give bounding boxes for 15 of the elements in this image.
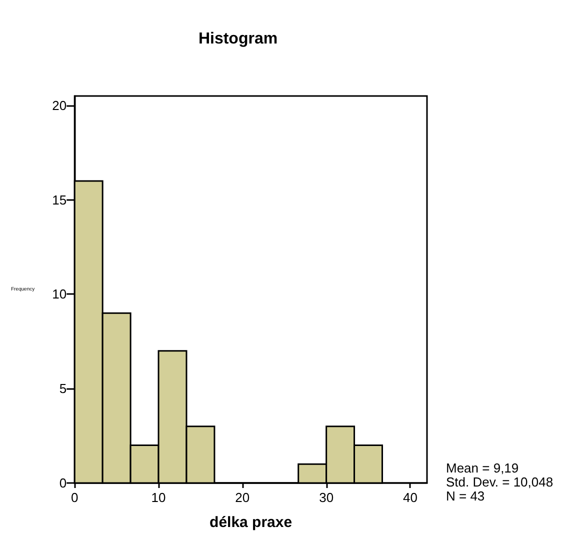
y-tick-label: 0	[59, 476, 67, 490]
x-tick-label: 30	[319, 490, 334, 505]
x-tick-label: 20	[235, 490, 250, 505]
x-tick-label: 0	[71, 490, 78, 505]
y-tick-label: 20	[52, 98, 67, 113]
y-tick-label: 15	[52, 192, 67, 208]
text: Std. Dev. = 10,048	[446, 474, 554, 490]
x-tick-label: 10	[151, 490, 166, 505]
y-tick-label: 10	[52, 286, 67, 302]
text: N = 43	[446, 488, 485, 504]
text: Mean = 9,19	[446, 460, 519, 476]
y-tick-label: 5	[59, 381, 67, 396]
x-tick-label: 40	[402, 490, 418, 505]
x-axis-title: délka praxe	[210, 514, 292, 531]
chart-title: Histogram	[198, 30, 278, 48]
